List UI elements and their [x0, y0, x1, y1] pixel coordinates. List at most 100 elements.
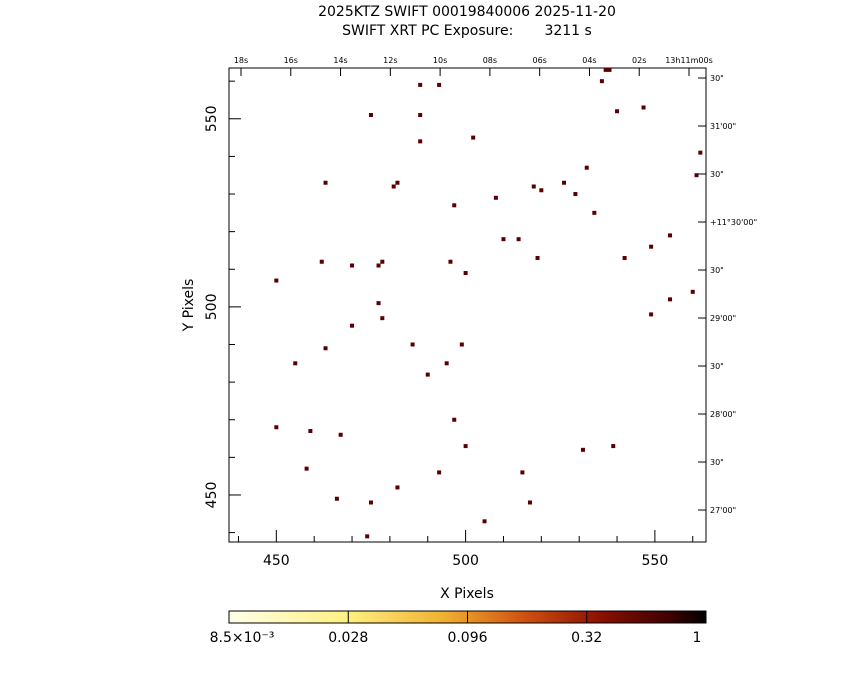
- dec-tick-label: 31'00": [710, 122, 736, 131]
- data-point: [319, 259, 324, 264]
- data-point: [463, 444, 468, 449]
- dec-tick-label: 30": [710, 266, 724, 275]
- data-point: [376, 263, 381, 268]
- ra-tick-label: 10s: [433, 56, 447, 65]
- colorbar-tick-label: 0.028: [328, 630, 368, 646]
- dec-tick-label: 30": [710, 74, 724, 83]
- data-point: [380, 316, 385, 321]
- data-point: [459, 342, 464, 347]
- data-point: [274, 278, 279, 283]
- data-point: [425, 372, 430, 377]
- data-point: [380, 259, 385, 264]
- data-point: [607, 67, 612, 72]
- ra-tick-label: 13h11m00s: [665, 56, 713, 65]
- data-point: [395, 485, 400, 490]
- plot-frame: [228, 67, 707, 543]
- data-point: [641, 105, 646, 110]
- y-tick-label: 500: [204, 294, 220, 321]
- data-point: [690, 289, 695, 294]
- data-point: [418, 139, 423, 144]
- data-point: [365, 534, 370, 539]
- data-point: [580, 447, 585, 452]
- colorbar: 8.5×10⁻³ 0.028 0.096 0.32 1: [210, 610, 707, 646]
- colorbar-tick-label: 8.5×10⁻³: [210, 630, 275, 646]
- dec-tick-label: 30": [710, 170, 724, 179]
- data-point: [334, 496, 339, 501]
- colorbar-ticks: 8.5×10⁻³ 0.028 0.096 0.32 1: [210, 611, 702, 646]
- data-point: [649, 244, 654, 249]
- data-point: [418, 82, 423, 87]
- ra-tick-label: 18s: [234, 56, 248, 65]
- data-point: [482, 519, 487, 524]
- colorbar-tick-label: 0.096: [447, 630, 487, 646]
- dec-tick-label: 28'00": [710, 410, 736, 419]
- ra-tick-label: 12s: [383, 56, 397, 65]
- data-point: [592, 210, 597, 215]
- data-point: [323, 180, 328, 185]
- axes: 450 500 550 450 500 550 18s 16s 14s 12s 10s 08s 06s 0…: [204, 56, 757, 569]
- data-point: [323, 346, 328, 351]
- data-point: [562, 180, 567, 185]
- data-point: [622, 255, 627, 260]
- colorbar-tick-label: 1: [693, 630, 702, 646]
- y-tick-label: 550: [204, 105, 220, 132]
- data-point: [698, 150, 703, 155]
- data-point: [501, 237, 506, 242]
- data-point: [471, 135, 476, 140]
- data-point: [573, 192, 578, 197]
- data-point: [368, 500, 373, 505]
- ra-tick-label: 08s: [483, 56, 497, 65]
- data-point: [668, 233, 673, 238]
- plot-subtitle: SWIFT XRT PC Exposure: 3211 s: [342, 23, 592, 39]
- data-point: [444, 361, 449, 366]
- data-point: [531, 184, 536, 189]
- data-point: [611, 444, 616, 449]
- data-point: [437, 82, 442, 87]
- dec-tick-label: +11°30'00": [710, 218, 757, 227]
- dec-tick-label: 30": [710, 458, 724, 467]
- data-point: [463, 271, 468, 276]
- data-points: [274, 67, 703, 539]
- data-point: [376, 301, 381, 306]
- data-point: [350, 323, 355, 328]
- data-point: [527, 500, 532, 505]
- data-point: [452, 417, 457, 422]
- x-tick-label: 450: [263, 553, 290, 569]
- data-point: [410, 342, 415, 347]
- x-tick-label: 500: [452, 553, 479, 569]
- data-point: [395, 180, 400, 185]
- data-point: [350, 263, 355, 268]
- y-axis-label: Y Pixels: [181, 279, 197, 333]
- data-point: [535, 255, 540, 260]
- data-point: [584, 165, 589, 170]
- data-point: [308, 429, 313, 434]
- data-point: [293, 361, 298, 366]
- y-tick-label: 450: [204, 482, 220, 509]
- data-point: [448, 259, 453, 264]
- data-point: [437, 470, 442, 475]
- data-point: [338, 432, 343, 437]
- colorbar-tick-label: 0.32: [571, 630, 602, 646]
- data-point: [418, 113, 423, 118]
- dec-tick-label: 30": [710, 362, 724, 371]
- plot-title: 2025KTZ SWIFT 00019840006 2025-11-20: [318, 4, 616, 20]
- ra-tick-label: 16s: [284, 56, 298, 65]
- x-axis-label: X Pixels: [440, 586, 494, 602]
- data-point: [694, 173, 699, 178]
- data-point: [539, 188, 544, 193]
- data-point: [615, 109, 620, 114]
- ra-tick-label: 14s: [333, 56, 347, 65]
- data-point: [391, 184, 396, 189]
- dec-tick-label: 29'00": [710, 314, 736, 323]
- data-point: [668, 297, 673, 302]
- data-point: [516, 237, 521, 242]
- ra-tick-label: 02s: [632, 56, 646, 65]
- data-point: [368, 113, 373, 118]
- data-point: [649, 312, 654, 317]
- data-point: [599, 79, 604, 84]
- data-point: [304, 466, 309, 471]
- data-point: [274, 425, 279, 430]
- dec-tick-label: 27'00": [710, 506, 736, 515]
- data-point: [603, 67, 608, 72]
